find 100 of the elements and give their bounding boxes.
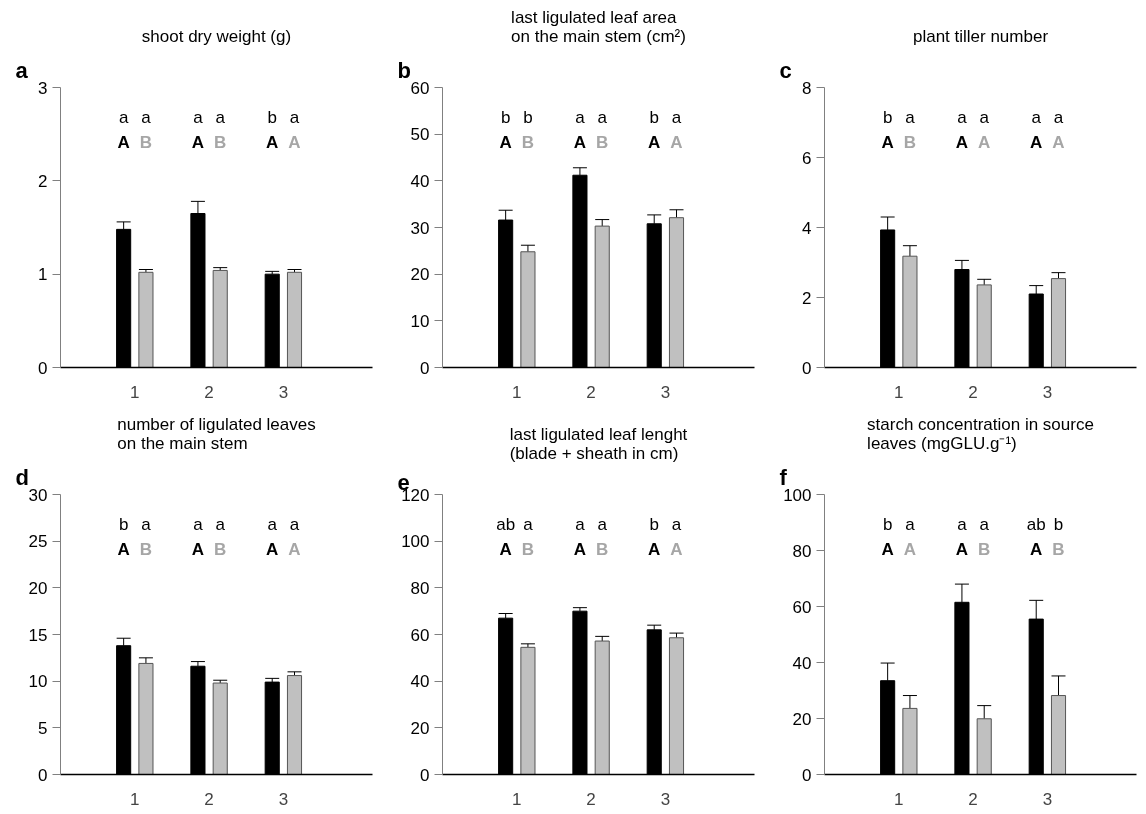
y-tick-label: 5 (38, 718, 48, 738)
x-tick-label: 2 (586, 789, 596, 809)
annotation: a (957, 107, 968, 127)
x-tick-label: 1 (512, 382, 522, 402)
y-tick-label: 0 (802, 358, 812, 378)
annotation: a (193, 514, 204, 534)
annotation: A (648, 539, 661, 559)
y-tick-label: 60 (410, 625, 430, 645)
x-tick-label: 2 (968, 382, 978, 402)
y-tick-label: 2 (802, 288, 812, 308)
y-tick-label: 60 (792, 597, 812, 617)
annotation: A (573, 539, 587, 559)
annotation: A (266, 539, 279, 559)
annotation: a (979, 514, 990, 534)
x-tick-label: 1 (894, 789, 904, 809)
annotation: a (193, 107, 204, 127)
annotation: b (882, 107, 893, 127)
annotation: B (521, 132, 535, 152)
annotation: A (117, 539, 130, 559)
y-tick-label: 0 (802, 765, 812, 785)
annotation: A (1030, 132, 1043, 152)
annotation: a (957, 514, 968, 534)
annotation: A (903, 539, 917, 559)
x-tick-label: 1 (512, 789, 522, 809)
chart-title: last ligulated leaf lenght (blade + sheath in cm) (509, 424, 688, 463)
text: c (779, 57, 792, 83)
bar (286, 675, 303, 775)
x-tick-label: 1 (130, 382, 140, 402)
annotation: a (141, 107, 152, 127)
y-tick-label: 80 (410, 578, 430, 598)
bar (520, 646, 536, 775)
annotation: A (670, 539, 683, 559)
x-tick-label: 3 (660, 789, 671, 809)
annotation: a (1053, 107, 1064, 127)
annotation: b (118, 514, 129, 534)
x-tick-label: 3 (1042, 382, 1053, 402)
bar (594, 225, 610, 368)
annotation: a (979, 107, 990, 127)
y-tick-label: 20 (28, 578, 48, 598)
annotation: ab (1026, 514, 1046, 534)
annotation: a (905, 514, 916, 534)
annotation: a (575, 107, 586, 127)
annotation: A (978, 132, 991, 152)
annotation: a (215, 514, 226, 534)
x-tick-label: 2 (586, 382, 596, 402)
annotation: a (671, 514, 682, 534)
bar (902, 707, 918, 775)
y-tick-label: 8 (802, 78, 812, 98)
x-tick-label: 2 (968, 789, 978, 809)
annotation: A (881, 132, 894, 152)
y-tick-label: 20 (792, 709, 812, 729)
annotation: a (1031, 107, 1042, 127)
annotation: b (649, 514, 659, 534)
x-tick-label: 1 (894, 382, 904, 402)
text: b (397, 57, 411, 83)
annotation: A (288, 132, 301, 152)
annotation: b (500, 107, 511, 127)
bar (594, 640, 610, 775)
x-tick-label: 3 (1042, 789, 1053, 809)
annotation: B (978, 539, 991, 559)
annotation: ab (496, 514, 516, 534)
y-tick-label: 0 (38, 358, 48, 378)
annotation: A (670, 132, 683, 152)
annotation: B (596, 132, 609, 152)
y-tick-label: 100 (401, 532, 430, 552)
annotation: A (499, 539, 512, 559)
annotation: a (215, 107, 226, 127)
annotation: A (648, 132, 661, 152)
y-tick-label: 0 (420, 358, 430, 378)
bar (138, 271, 154, 368)
annotation: A (117, 132, 130, 152)
y-tick-label: 4 (802, 218, 812, 238)
annotation: a (118, 107, 129, 127)
y-tick-label: 2 (38, 171, 48, 191)
x-tick-label: 2 (204, 382, 214, 402)
y-tick-label: 6 (802, 148, 812, 168)
y-tick-label: 40 (410, 171, 430, 191)
annotation: a (289, 514, 300, 534)
bar (520, 251, 536, 368)
annotation: A (191, 132, 205, 152)
y-tick-label: 3 (38, 78, 48, 98)
bar (1050, 695, 1067, 775)
y-tick-label: 25 (28, 532, 48, 552)
y-tick-label: 10 (410, 311, 430, 331)
bar (286, 271, 303, 368)
y-tick-label: 20 (410, 265, 430, 285)
annotation: a (597, 107, 608, 127)
annotation: B (521, 539, 535, 559)
annotation: b (1053, 514, 1064, 534)
annotation: b (649, 107, 659, 127)
x-tick-label: 3 (278, 789, 289, 809)
chart-title: last ligulated leaf area on the main stem (cm²) (511, 7, 686, 46)
bar (976, 284, 992, 368)
annotation: A (955, 132, 969, 152)
y-tick-label: 0 (420, 765, 430, 785)
x-tick-label: 1 (130, 789, 140, 809)
chart-title: plant tiller number (912, 26, 1049, 46)
y-tick-label: 15 (28, 625, 48, 645)
annotation: B (596, 539, 609, 559)
annotation: a (523, 514, 534, 534)
